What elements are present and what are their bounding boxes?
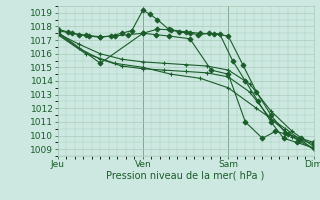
X-axis label: Pression niveau de la mer( hPa ): Pression niveau de la mer( hPa )	[107, 171, 265, 181]
